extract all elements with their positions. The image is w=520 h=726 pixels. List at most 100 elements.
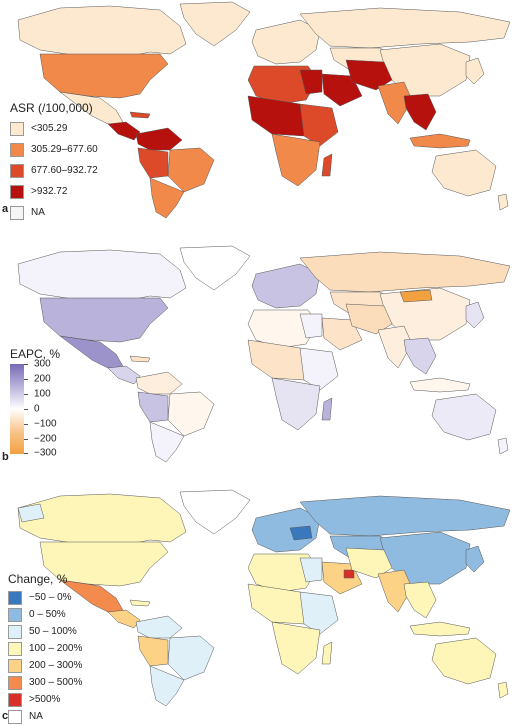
legend-change: Change, % −50 – 0% 0 – 50% 50 – 100% 100…	[8, 572, 82, 725]
legend-swatch	[10, 184, 24, 199]
region-east-africa	[299, 103, 339, 147]
region-usa	[39, 53, 169, 99]
scale-tick	[24, 439, 28, 440]
legend-swatch	[10, 121, 24, 136]
legend-title: Change, %	[8, 572, 68, 586]
region-colombia-venezuela	[135, 615, 183, 639]
region-southern-africa	[271, 377, 321, 431]
region-australia	[431, 637, 497, 685]
legend-item: <305.29	[10, 118, 98, 139]
world-map-change	[17, 489, 511, 707]
scale-tick	[24, 364, 28, 365]
legend-swatch	[10, 142, 24, 157]
region-egypt	[299, 69, 323, 95]
scale-tick	[24, 394, 28, 395]
region-indonesia	[409, 377, 471, 393]
legend-asr: ASR (/100,000) <305.29 305.29–677.60 677…	[10, 101, 98, 223]
legend-item: >932.72	[10, 181, 98, 202]
region-greenland	[179, 489, 251, 535]
region-india	[377, 81, 413, 125]
region-brazil	[167, 391, 215, 437]
region-new-zealand	[497, 193, 509, 211]
legend-title: ASR (/100,000)	[10, 101, 93, 115]
region-greenland	[179, 1, 251, 47]
scale-label: −200	[34, 433, 57, 445]
legend-swatch	[8, 692, 22, 707]
region-canada	[17, 493, 187, 547]
region-southern-africa	[271, 133, 321, 187]
region-eastern-europe	[289, 525, 313, 541]
world-map-asr	[17, 1, 511, 219]
region-egypt	[299, 313, 323, 339]
legend-item: 100 – 200%	[8, 640, 82, 657]
scale-tick	[24, 379, 28, 380]
scale-tick	[24, 424, 28, 425]
panel-a-asr-map: ASR (/100,000) <305.29 305.29–677.60 677…	[0, 0, 520, 222]
legend-label: 0 – 50%	[29, 609, 66, 620]
gradient-bar	[10, 364, 24, 454]
region-indonesia	[409, 621, 471, 637]
region-russia	[299, 495, 511, 537]
legend-item: 50 – 100%	[8, 623, 82, 640]
legend-label: 50 – 100%	[29, 626, 77, 637]
region-central-america	[107, 121, 141, 141]
legend-swatch	[8, 675, 22, 690]
legend-item: 677.60–932.72	[10, 160, 98, 181]
legend-swatch	[8, 709, 22, 724]
scale-label: −100	[34, 418, 57, 430]
region-greenland	[179, 245, 251, 291]
region-usa	[39, 541, 169, 587]
color-scale: 300 200 100 0 −100 −200 −300	[10, 359, 60, 459]
region-peru-bolivia	[137, 635, 169, 667]
region-brazil	[167, 635, 215, 681]
world-map-eapc	[17, 245, 511, 463]
region-madagascar	[321, 153, 333, 177]
region-north-africa	[247, 553, 319, 593]
region-japan	[465, 301, 485, 329]
legend-swatch	[8, 641, 22, 656]
legend-label: −50 – 0%	[29, 592, 72, 603]
legend-label: NA	[29, 711, 43, 722]
legend-swatch	[8, 624, 22, 639]
legend-label: >932.72	[31, 186, 68, 197]
scale-label: 100	[34, 388, 51, 400]
region-new-zealand	[497, 437, 509, 455]
region-east-africa	[299, 591, 339, 635]
region-peru-bolivia	[137, 391, 169, 423]
legend-label: 300 – 500%	[29, 677, 83, 688]
region-japan	[465, 545, 485, 573]
region-se-asia	[403, 581, 437, 619]
region-europe	[251, 19, 321, 65]
region-brazil	[167, 147, 215, 193]
legend-swatch	[8, 590, 22, 605]
region-se-asia	[403, 93, 437, 131]
region-australia	[431, 149, 497, 197]
legend-label: 100 – 200%	[29, 643, 83, 654]
region-southern-cone	[149, 665, 185, 707]
scale-label: −300	[34, 447, 57, 459]
legend-item: >500%	[8, 691, 82, 708]
legend-item: 0 – 50%	[8, 606, 82, 623]
legend-swatch	[10, 205, 24, 220]
region-europe	[251, 263, 321, 309]
legend-swatch	[8, 607, 22, 622]
region-canada	[17, 249, 187, 303]
region-egypt	[299, 557, 323, 583]
panel-letter-a: a	[2, 203, 9, 215]
scale-label: 200	[34, 373, 51, 385]
region-new-zealand	[497, 681, 509, 699]
legend-title: EAPC, %	[10, 347, 61, 361]
legend-item: NA	[8, 708, 82, 725]
legend-label: 677.60–932.72	[31, 165, 98, 176]
legend-eapc: EAPC, % 300 200 100 0 −100 −200 −300	[10, 347, 61, 459]
panel-b-eapc-map: EAPC, % 300 200 100 0 −100 −200 −300 b	[0, 244, 520, 466]
region-russia	[299, 251, 511, 293]
region-alaska	[17, 503, 45, 523]
legend-swatch	[10, 163, 24, 178]
region-canada	[17, 5, 187, 59]
legend-item: NA	[10, 202, 98, 223]
scale-label: 300	[34, 358, 51, 370]
panel-letter-c: c	[2, 710, 9, 722]
region-russia	[299, 7, 511, 49]
legend-label: 305.29–677.60	[31, 144, 98, 155]
